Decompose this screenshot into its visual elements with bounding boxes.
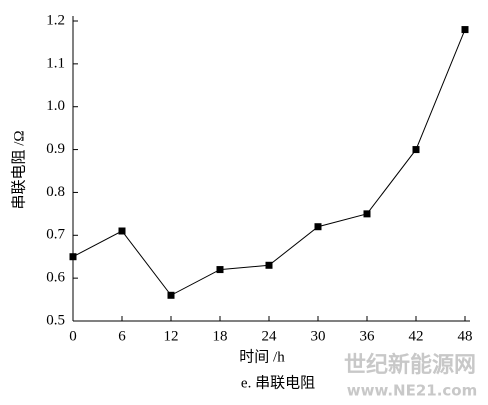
y-tick-label: 0.8 — [46, 184, 65, 200]
marker — [314, 223, 322, 231]
y-tick-label: 0.7 — [46, 227, 65, 243]
marker — [216, 266, 224, 274]
marker — [167, 291, 175, 299]
marker — [265, 261, 273, 269]
x-tick-label: 36 — [360, 328, 376, 344]
x-tick-label: 24 — [262, 328, 278, 344]
y-axis-label: 串联电阻 /Ω — [10, 130, 27, 209]
x-tick-label: 48 — [458, 328, 473, 344]
x-tick-label: 18 — [213, 328, 228, 344]
y-tick-label: 0.5 — [46, 312, 65, 328]
y-tick-label: 0.6 — [46, 270, 65, 286]
marker — [69, 253, 77, 261]
y-tick-label: 1.2 — [46, 12, 65, 28]
x-tick-label: 12 — [164, 328, 179, 344]
marker — [363, 210, 371, 218]
watermark-url: www.NE21.com — [347, 382, 478, 400]
x-tick-label: 42 — [409, 328, 424, 344]
marker — [118, 227, 126, 235]
x-tick-label: 30 — [311, 328, 326, 344]
marker — [461, 26, 469, 34]
line — [72, 29, 466, 296]
caption: e. 串联电阻 — [241, 374, 315, 391]
y-tick-label: 1.1 — [46, 55, 65, 71]
watermark-name: 世纪新能源网 — [344, 352, 476, 378]
y-tick-label: 0.9 — [46, 141, 65, 157]
y-tick-label: 1.0 — [46, 98, 65, 114]
x-axis-label: 时间 /h — [239, 348, 285, 365]
marker — [412, 146, 420, 154]
x-tick-label: 6 — [118, 328, 126, 344]
x-tick-label: 0 — [69, 328, 77, 344]
